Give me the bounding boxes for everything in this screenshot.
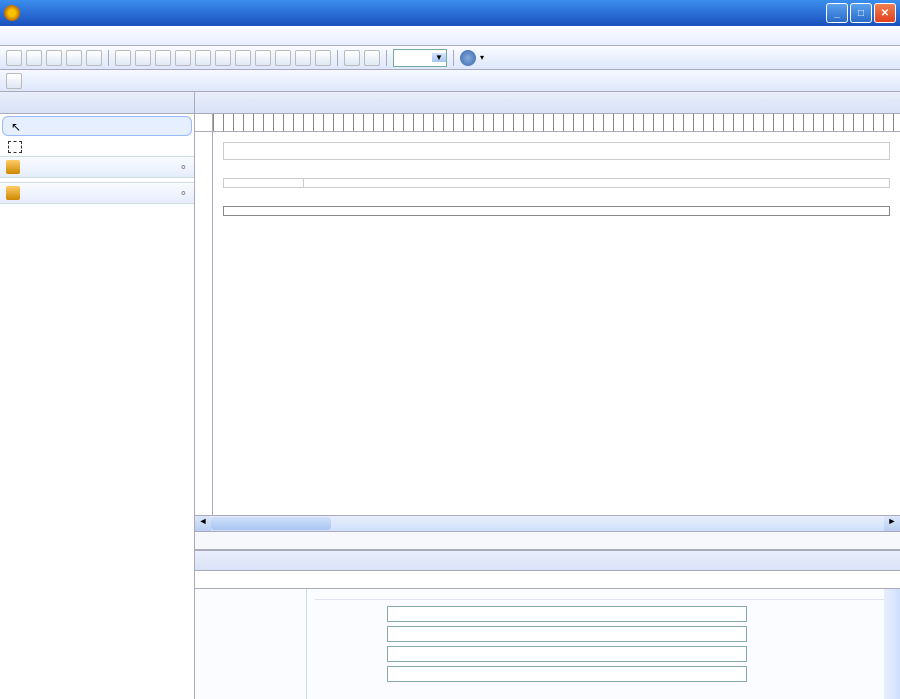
toolbar-icon[interactable] [86,50,102,66]
time-value [304,179,889,187]
zoom-input[interactable] [394,52,432,64]
toolbar-icon[interactable] [215,50,231,66]
toolbar-icon[interactable] [344,50,360,66]
prop-section-header [315,593,892,600]
chevron-down-icon[interactable]: ▼ [432,53,446,62]
perspective-bar [0,70,900,92]
report-table[interactable] [223,206,890,216]
horizontal-ruler [195,114,900,132]
toolbar-icon[interactable] [315,50,331,66]
time-label [224,179,304,187]
rectangle-icon [8,141,22,153]
toolbar-icon[interactable] [364,50,380,66]
pie-chart [407,238,667,448]
report-canvas[interactable] [213,132,900,515]
toolbar-icon[interactable] [26,50,42,66]
maximize-button[interactable]: □ [850,3,872,23]
toolbar-icon[interactable] [46,50,62,66]
footer-row [224,206,890,215]
toolbar-icon[interactable] [195,50,211,66]
toolbar-icon[interactable] [135,50,151,66]
folder-icon [6,160,20,174]
toolbar-icon[interactable] [6,50,22,66]
window-title-bar: _ □ ✕ [0,0,900,26]
minimize-button[interactable]: _ [826,3,848,23]
quick-tools-header[interactable] [0,182,194,204]
zoom-combo[interactable]: ▼ [393,49,447,67]
pointer-select-tool[interactable] [2,116,192,136]
vertical-scrollbar[interactable] [884,589,900,699]
pointer-icon [11,120,25,132]
toolbar-icon[interactable] [255,50,271,66]
report-title[interactable] [223,142,890,160]
menu-bar [0,26,900,46]
title-input[interactable] [387,666,747,682]
toolbar-icon[interactable] [66,50,82,66]
toolbar-icon[interactable] [295,50,311,66]
toolbar-icon[interactable] [155,50,171,66]
app-icon [4,5,20,21]
editor-bottom-tabs [195,531,900,549]
properties-subtab[interactable] [195,571,900,589]
rectangle-select-tool[interactable] [0,138,194,156]
created-by-input[interactable] [387,626,747,642]
property-editor [195,549,900,699]
toolbar-icon[interactable] [275,50,291,66]
horizontal-scrollbar[interactable]: ◄► [195,515,900,531]
main-toolbar: ▼ ▾ [0,46,900,70]
report-items-header[interactable] [0,156,194,178]
path-input[interactable] [387,646,747,662]
open-perspective-icon[interactable] [6,73,22,89]
author-input[interactable] [387,606,747,622]
vertical-ruler [195,132,213,515]
left-panel [0,92,195,699]
chart-area[interactable] [223,226,890,458]
folder-icon [6,186,20,200]
close-button[interactable]: ✕ [874,3,896,23]
time-row[interactable] [223,178,890,188]
globe-icon[interactable] [460,50,476,66]
toolbar-icon[interactable] [235,50,251,66]
toolbar-icon[interactable] [115,50,131,66]
toolbar-icon[interactable] [175,50,191,66]
